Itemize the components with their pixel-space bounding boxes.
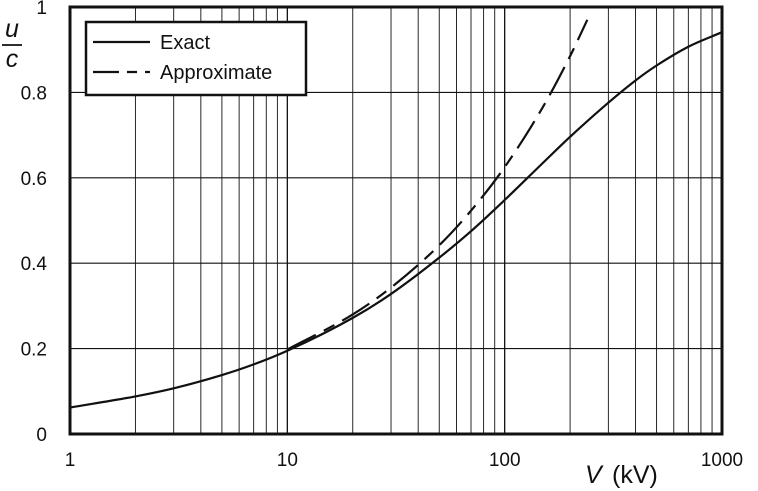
y-tick-label: 0 — [36, 425, 47, 446]
y-axis-label-numerator: u — [5, 15, 19, 43]
x-tick-label: 10 — [277, 450, 298, 471]
series-lines — [69, 19, 723, 409]
y-axis-label: u c — [2, 15, 22, 73]
x-axis-label-variable: V — [585, 461, 604, 489]
plot-frame — [68, 5, 724, 436]
x-axis-label-unit: (kV) — [612, 461, 658, 489]
legend-box — [84, 20, 308, 97]
y-tick-label: 0.2 — [21, 340, 47, 361]
y-axis-label-denominator: c — [6, 45, 19, 73]
x-tick-label: 1 — [65, 450, 76, 471]
y-tick-label: 0.4 — [21, 254, 48, 275]
y-tick-label: 0.6 — [21, 169, 47, 190]
tick-labels: 1 10 100 1000 0 0.2 0.4 0.6 0.8 1 — [21, 0, 744, 471]
y-tick-label: 0.8 — [21, 83, 47, 104]
x-tick-label: 100 — [489, 450, 521, 471]
x-axis-label: V (kV) — [585, 461, 658, 489]
x-tick-label: 1000 — [701, 450, 743, 471]
legend-label-approximate: Approximate — [160, 62, 272, 84]
legend-label-exact: Exact — [160, 32, 210, 54]
series-line-approximate — [286, 19, 589, 351]
series-line-exact — [69, 31, 723, 409]
y-tick-label: 1 — [36, 0, 47, 19]
legend: Exact Approximate — [84, 20, 308, 97]
